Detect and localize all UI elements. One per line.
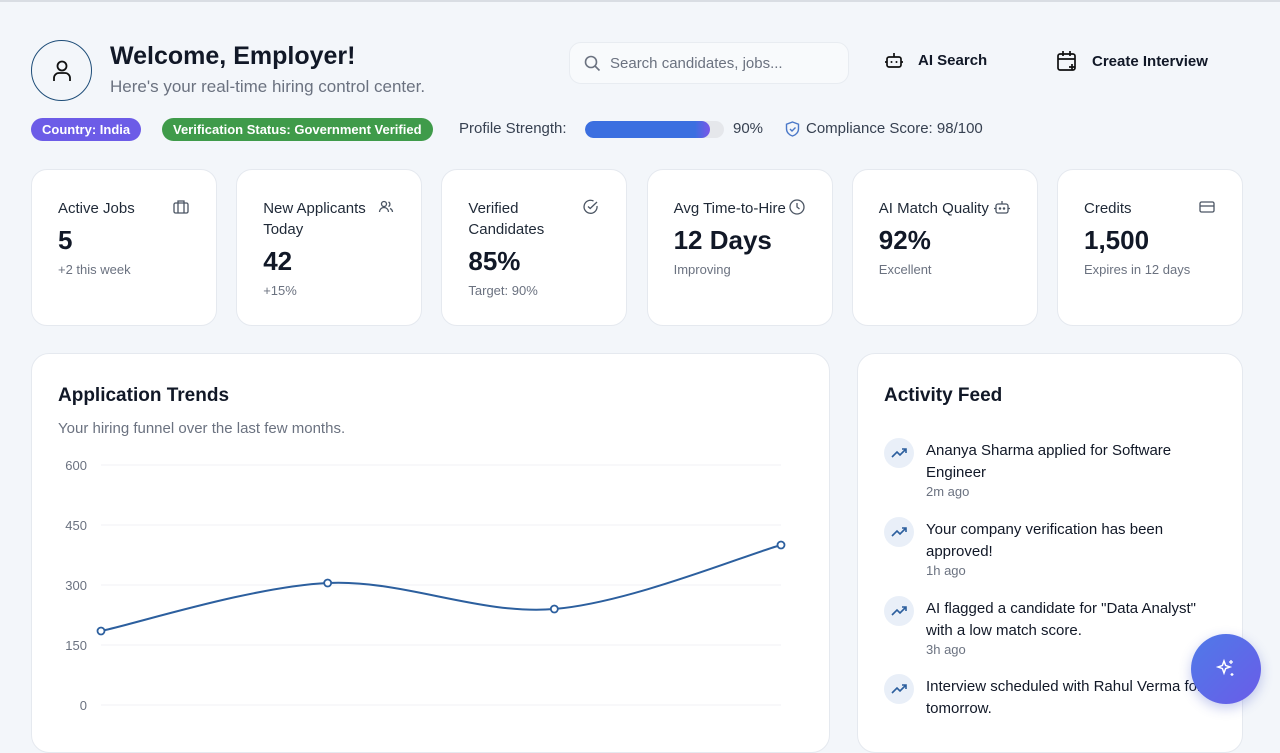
stat-card[interactable]: Active Jobs 5 +2 this week xyxy=(31,169,217,326)
ai-search-label: AI Search xyxy=(918,51,988,69)
feed-item[interactable]: Your company verification has been appro… xyxy=(884,517,1216,578)
stat-value: 5 xyxy=(58,225,73,255)
shield-check-icon xyxy=(785,120,800,137)
verification-badge: Verification Status: Government Verified xyxy=(162,118,433,141)
feed-item[interactable]: Interview scheduled with Rahul Verma for… xyxy=(884,674,1216,720)
compliance-score: Compliance Score: 98/100 xyxy=(785,120,983,137)
stat-card[interactable]: Verified Candidates 85% Target: 90% xyxy=(441,169,628,326)
stat-label: New Applicants Today xyxy=(263,200,366,238)
feed-item[interactable]: AI flagged a candidate for "Data Analyst… xyxy=(884,596,1216,657)
feed-text: AI flagged a candidate for "Data Analyst… xyxy=(926,600,1196,639)
bot-icon xyxy=(993,201,1010,214)
check-circle-icon xyxy=(583,199,599,214)
stat-card[interactable]: New Applicants Today 42 +15% xyxy=(236,169,423,326)
trending-up-icon xyxy=(884,596,914,626)
stat-card[interactable]: AI Match Quality 92% Excellent xyxy=(851,169,1038,326)
feed-time: 1h ago xyxy=(926,563,966,578)
y-tick-label: 450 xyxy=(65,518,87,533)
stat-label: Credits xyxy=(1084,200,1132,217)
users-icon xyxy=(379,200,394,213)
feed-time: 3h ago xyxy=(926,642,966,657)
trending-up-icon xyxy=(884,517,914,547)
stat-value: 92% xyxy=(878,225,931,255)
compliance-score-text: Compliance Score: 98/100 xyxy=(806,120,983,137)
stat-sub: +15% xyxy=(263,283,297,298)
trends-title: Application Trends xyxy=(58,385,230,406)
calendar-plus-icon xyxy=(1057,51,1076,71)
y-tick-label: 600 xyxy=(65,458,87,473)
profile-strength-fill xyxy=(585,121,711,138)
profile-strength-value: 90% xyxy=(733,120,764,137)
data-point[interactable] xyxy=(96,626,106,636)
ai-search-button[interactable]: AI Search xyxy=(884,50,987,70)
feed-title: Activity Feed xyxy=(884,385,1003,406)
ai-assistant-button[interactable] xyxy=(1191,634,1261,704)
data-point[interactable] xyxy=(323,578,333,588)
stat-value: 42 xyxy=(263,246,293,276)
search-box[interactable] xyxy=(569,42,849,84)
create-interview-label: Create Interview xyxy=(1092,52,1208,70)
data-point[interactable] xyxy=(549,604,559,614)
profile-strength-bar xyxy=(585,121,724,138)
feed-text: Ananya Sharma applied for Software Engin… xyxy=(926,442,1172,481)
country-badge: Country: India xyxy=(31,118,142,141)
feed-item[interactable]: Ananya Sharma applied for Software Engin… xyxy=(884,438,1216,499)
activity-feed-panel: Activity Feed Ananya Sharma applied for … xyxy=(857,353,1243,753)
stat-value: 12 Days xyxy=(673,225,772,255)
stat-label: Avg Time-to-Hire xyxy=(673,200,786,217)
stat-sub: +2 this week xyxy=(58,262,131,277)
stat-sub: Excellent xyxy=(878,262,932,277)
y-tick-label: 0 xyxy=(80,698,87,713)
stat-value: 85% xyxy=(468,246,521,276)
stat-sub: Expires in 12 days xyxy=(1084,262,1191,277)
series-line xyxy=(100,544,782,632)
page-subtitle: Here's your real-time hiring control cen… xyxy=(110,77,426,96)
avatar[interactable] xyxy=(31,40,92,101)
data-point[interactable] xyxy=(776,540,786,550)
trends-subtitle: Your hiring funnel over the last few mon… xyxy=(58,420,346,437)
page-title: Welcome, Employer! xyxy=(110,42,356,70)
stat-sub: Target: 90% xyxy=(468,283,538,298)
stat-card[interactable]: Credits 1,500 Expires in 12 days xyxy=(1057,169,1243,326)
y-tick-label: 300 xyxy=(65,578,87,593)
trending-up-icon xyxy=(884,438,914,468)
search-icon xyxy=(584,55,601,71)
stat-label: Active Jobs xyxy=(58,200,135,217)
feed-text: Your company verification has been appro… xyxy=(926,521,1164,560)
feed-time: 2m ago xyxy=(926,484,970,499)
stat-label: AI Match Quality xyxy=(878,200,989,217)
credit-card-icon xyxy=(1199,201,1215,213)
briefcase-icon xyxy=(173,200,189,214)
bot-icon xyxy=(885,53,903,68)
stat-card[interactable]: Avg Time-to-Hire 12 Days Improving xyxy=(646,169,833,326)
stat-label: Verified Candidates xyxy=(468,200,545,238)
user-icon xyxy=(52,60,71,81)
trending-up-icon xyxy=(884,674,914,704)
stat-sub: Improving xyxy=(673,262,731,277)
stat-value: 1,500 xyxy=(1084,225,1150,255)
sparkles-icon xyxy=(1215,658,1234,676)
y-tick-label: 150 xyxy=(65,638,87,653)
feed-text: Interview scheduled with Rahul Verma for… xyxy=(926,678,1202,717)
profile-strength-label: Profile Strength: xyxy=(459,120,567,137)
create-interview-button[interactable]: Create Interview xyxy=(1056,50,1208,72)
search-input[interactable] xyxy=(610,54,830,72)
application-trends-panel: Application Trends Your hiring funnel ov… xyxy=(31,353,830,753)
clock-icon xyxy=(788,199,805,215)
application-trends-chart: 600 450 300 150 0 xyxy=(65,458,786,713)
